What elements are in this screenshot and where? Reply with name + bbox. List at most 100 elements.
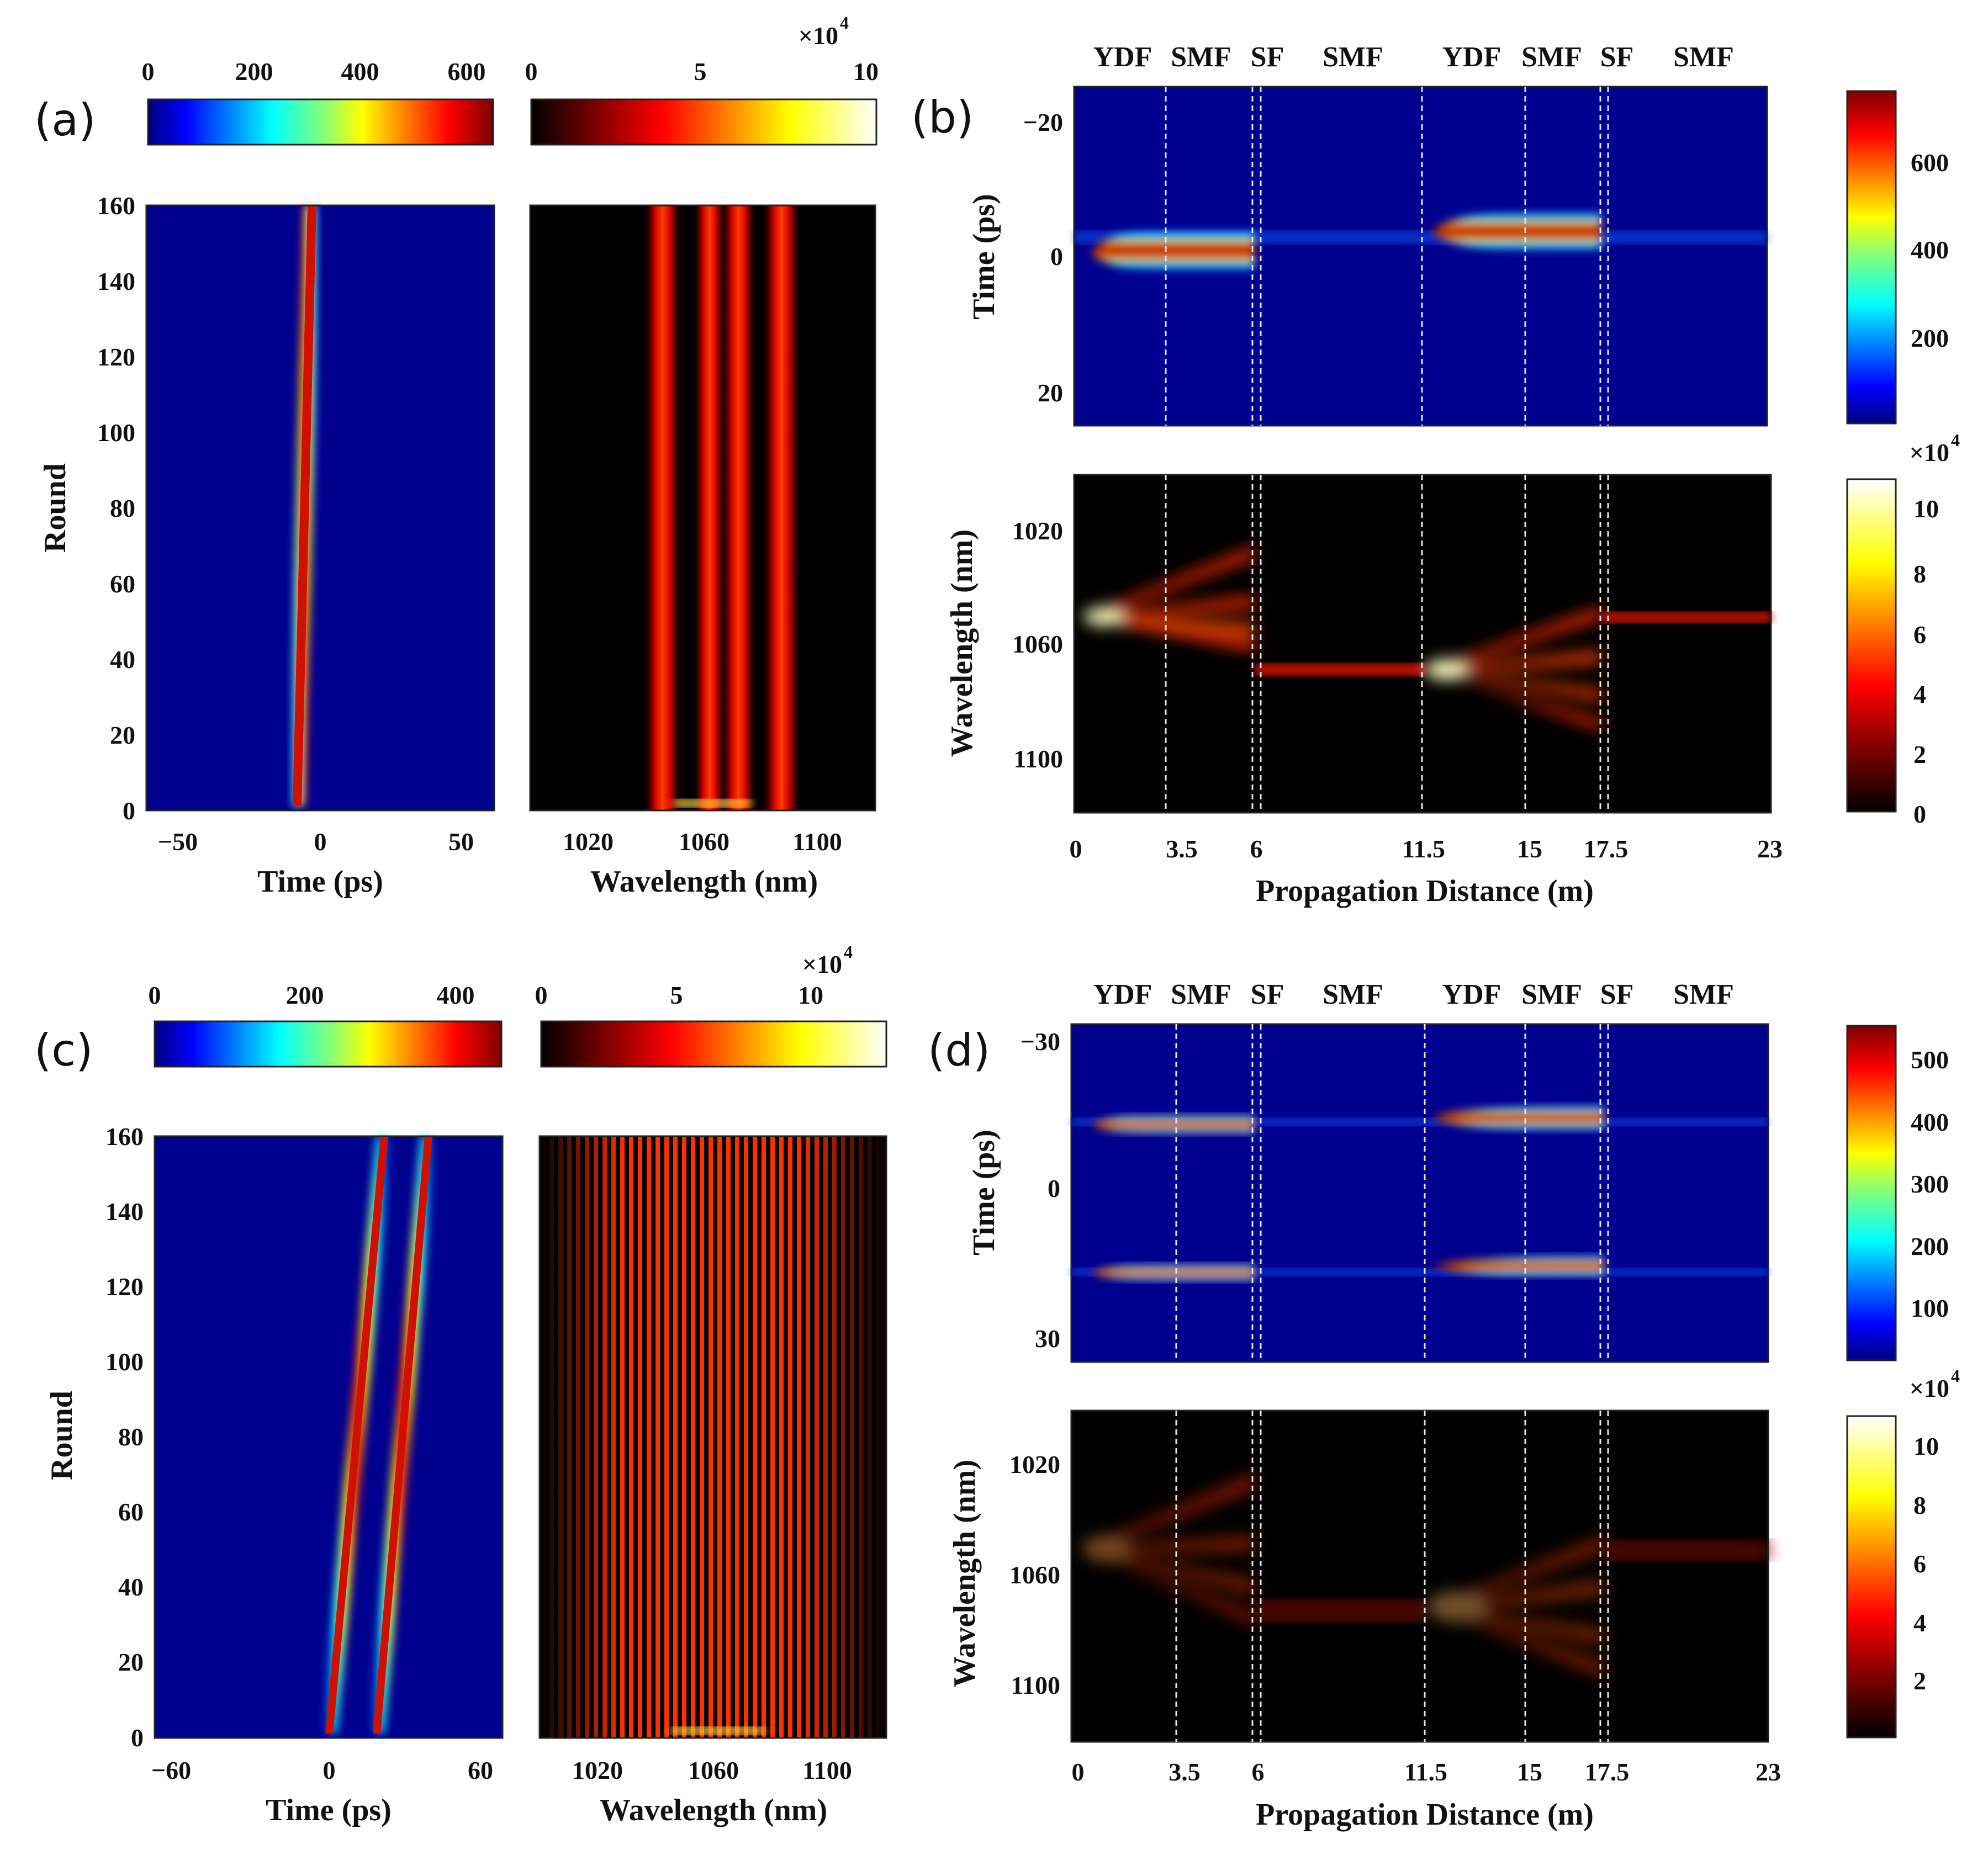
ytick: 80 xyxy=(110,494,135,522)
xtick: 1020 xyxy=(572,1756,623,1784)
cbar-tick: 2 xyxy=(1913,1667,1926,1695)
heatmap-d-time xyxy=(1071,1024,1768,1362)
ytick: 40 xyxy=(110,645,135,674)
initial-spectrum-burst xyxy=(671,1727,765,1735)
section-label: SF xyxy=(1251,41,1284,73)
ylabel-c-time: Round xyxy=(45,1391,79,1480)
colorbar-a-time-ticks: 0 200 400 600 xyxy=(142,57,486,86)
xtick: 1100 xyxy=(792,828,842,856)
xtick: 1060 xyxy=(688,1756,739,1784)
cbar-tick: 600 xyxy=(448,57,486,86)
section-label: SMF xyxy=(1521,979,1582,1010)
ytick: 1020 xyxy=(1009,1450,1060,1478)
xtick: 15 xyxy=(1517,835,1542,863)
xtick: 0 xyxy=(323,1756,336,1784)
xlabel-a-time: Time (ps) xyxy=(257,865,383,899)
colorbar-b-spectrum-ticks: 0 2 4 6 8 10 ×10 4 xyxy=(1910,430,1960,828)
ytick: −30 xyxy=(1021,1027,1060,1056)
pulse-d-2b xyxy=(1430,1254,1604,1278)
ytick: 140 xyxy=(105,1197,144,1226)
xtick: 0 xyxy=(1070,835,1082,863)
section-label: SF xyxy=(1600,41,1634,73)
cbar-multiplier: ×10 xyxy=(1910,1374,1949,1402)
colorbar-b-time-ticks: 200 400 600 xyxy=(1911,149,1949,352)
xtick: 15 xyxy=(1517,1758,1542,1786)
spectrum-b-final-band xyxy=(1601,612,1771,623)
section-label: YDF xyxy=(1442,979,1501,1010)
boundaries-d-time xyxy=(1175,1024,1609,1362)
ytick: 120 xyxy=(97,343,135,371)
colorbar-b-time xyxy=(1846,90,1897,425)
frame-d-time xyxy=(1070,1023,1769,1363)
frame-a-spectrum xyxy=(529,204,876,812)
cbar-tick: 10 xyxy=(1913,1432,1939,1460)
ylabel-d-spectrum: Wavelength (nm) xyxy=(948,1460,982,1687)
xtick: 1020 xyxy=(563,828,614,856)
spectrum-b-segment-1 xyxy=(1082,547,1255,651)
xlabel-a-spectrum: Wavelength (nm) xyxy=(590,865,818,899)
spectrum-b-segment-2 xyxy=(1425,607,1601,730)
cbar-tick: 0 xyxy=(149,981,161,1009)
cbar-tick: 8 xyxy=(1913,560,1926,588)
soliton-trace-c-2-core xyxy=(373,1136,432,1734)
boundaries-d-spectrum xyxy=(1175,1411,1609,1742)
xlabel-c-spectrum: Wavelength (nm) xyxy=(600,1793,827,1827)
b-spectrum-xticks: 0 3.5 6 11.5 15 17.5 23 xyxy=(1070,835,1783,863)
panel-label-d: (d) xyxy=(928,1025,990,1076)
colorbar-c-spectrum-ticks: 0 5 10 ×10 4 xyxy=(535,942,853,1009)
section-label: YDF xyxy=(1093,41,1152,73)
section-label: SMF xyxy=(1323,979,1383,1010)
xtick: 3.5 xyxy=(1166,835,1198,863)
xlabel-d-spectrum: Propagation Distance (m) xyxy=(1256,1798,1594,1832)
cbar-tick: 6 xyxy=(1913,621,1926,649)
cbar-tick: 4 xyxy=(1913,680,1926,708)
ytick: 100 xyxy=(97,418,135,447)
spectral-stripe xyxy=(643,205,682,810)
spectral-stripe xyxy=(721,205,757,810)
c-time-xticks: −60 0 60 xyxy=(151,1756,493,1784)
colorbar-c-time xyxy=(154,1020,503,1068)
initial-spectrum-burst xyxy=(674,799,751,807)
ylabel-b-spectrum: Wavelength (nm) xyxy=(945,529,979,757)
ytick: 0 xyxy=(1048,1174,1060,1202)
ytick: 1060 xyxy=(1012,630,1063,658)
section-label: YDF xyxy=(1093,979,1152,1010)
section-label: SMF xyxy=(1521,41,1582,73)
colorbar-b-spectrum xyxy=(1846,478,1897,813)
cbar-tick: 10 xyxy=(798,981,823,1009)
ytick: 1060 xyxy=(1009,1561,1060,1589)
ytick: 40 xyxy=(118,1573,144,1601)
colorbar-c-time-ticks: 0 200 400 xyxy=(149,981,475,1009)
xtick: 23 xyxy=(1756,1758,1781,1786)
ytick: 160 xyxy=(105,1122,144,1151)
b-spectrum-yticks: 1020 1060 1100 xyxy=(1012,517,1063,773)
pulse-d-2a xyxy=(1091,1263,1255,1282)
frame-d-spectrum xyxy=(1070,1409,1769,1743)
colorbar-d-spectrum xyxy=(1846,1415,1897,1739)
a-time-yticks: 0 20 40 60 80 100 120 140 160 xyxy=(97,192,135,825)
xtick: −60 xyxy=(151,1756,191,1784)
cbar-tick: 300 xyxy=(1911,1170,1949,1198)
a-time-xticks: −50 0 50 xyxy=(158,828,474,856)
xtick: −50 xyxy=(158,828,198,856)
xlabel-c-time: Time (ps) xyxy=(266,1793,392,1827)
cbar-tick: 0 xyxy=(535,981,548,1009)
heatmap-a-time xyxy=(146,205,494,810)
ytick: 20 xyxy=(118,1648,144,1676)
ytick: 0 xyxy=(123,797,135,825)
d-spectrum-xticks: 0 3.5 6 11.5 15 17.5 23 xyxy=(1072,1758,1781,1786)
cbar-exponent: 4 xyxy=(1951,430,1960,450)
cbar-multiplier: ×10 xyxy=(1910,438,1949,467)
ytick: −20 xyxy=(1023,108,1063,136)
cbar-tick: 400 xyxy=(1911,1108,1949,1136)
cbar-tick: 500 xyxy=(1911,1046,1949,1074)
colorbar-a-time xyxy=(147,98,494,146)
ytick: 80 xyxy=(118,1423,144,1451)
b-time-yticks: −20 0 20 xyxy=(1023,108,1063,407)
cbar-tick: 200 xyxy=(286,981,324,1009)
section-labels-b: YDF SMF SF SMF YDF SMF SF SMF xyxy=(1093,41,1734,73)
colorbar-d-time xyxy=(1846,1025,1897,1361)
xtick: 1100 xyxy=(802,1756,852,1784)
cbar-tick: 4 xyxy=(1913,1609,1926,1637)
